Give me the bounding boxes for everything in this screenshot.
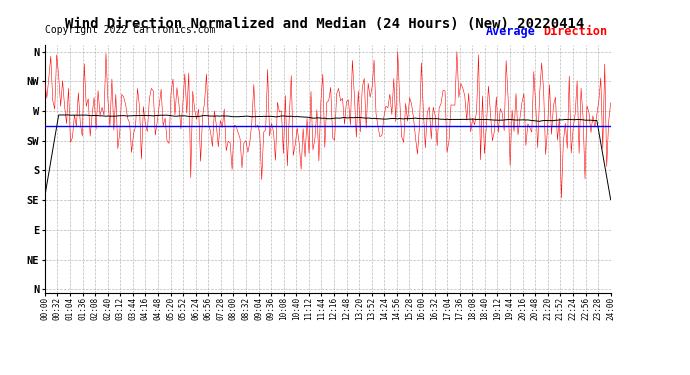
Text: Wind Direction Normalized and Median (24 Hours) (New) 20220414: Wind Direction Normalized and Median (24… — [65, 17, 584, 31]
Text: Average: Average — [486, 25, 536, 38]
Text: Copyright 2022 Cartronics.com: Copyright 2022 Cartronics.com — [45, 25, 215, 35]
Text: Direction: Direction — [543, 25, 607, 38]
